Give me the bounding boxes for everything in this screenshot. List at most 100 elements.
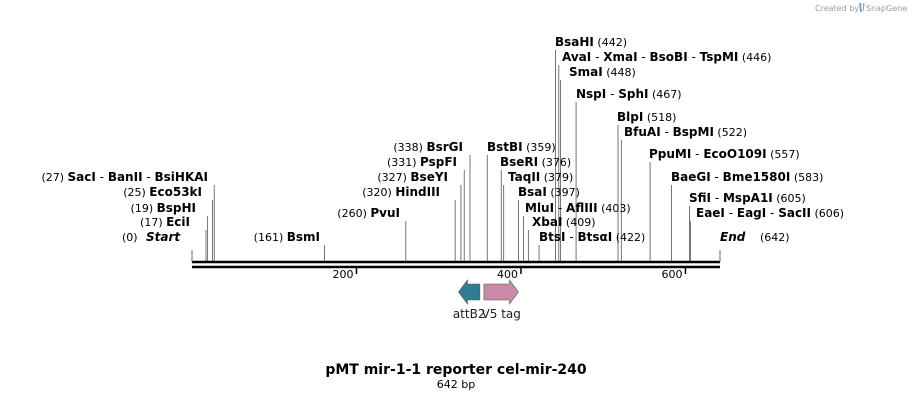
site-position: (442) [594,36,627,49]
enzyme-name-bsai: BsaI [518,185,547,199]
site-label-pspfi: (331) PspFI [387,155,457,169]
site-separator: - [143,170,155,184]
enzyme-name-hindiii: HindIII [395,185,440,199]
site-position: (379) [540,171,573,184]
credit-brand: SnapGene [866,4,907,13]
enzyme-name-bfuai: BfuAI [624,125,661,139]
enzyme-name-saci: SacI [68,170,96,184]
site-label-eco53ki: (25) Eco53kI [123,185,202,199]
site-position: (376) [538,156,571,169]
site-position: (422) [612,231,645,244]
feature-label-v5-tag: V5 tag [482,307,521,321]
site-position: (409) [562,216,595,229]
enzyme-name-smai: SmaI [569,65,603,79]
enzyme-name-nspi: NspI [576,87,606,101]
site-separator: - [638,50,650,64]
enzyme-name-sacii: SacII [778,206,811,220]
site-position: (605) [773,192,806,205]
site-position: (397) [547,186,580,199]
site-label-avai: AvaI - XmaI - BsoBI - TspMI (446) [562,50,771,64]
end-position: (642) [760,231,790,244]
site-label-eaei: EaeI - EagI - SacII (606) [696,206,844,220]
ruler-ticks: 200 400 600 [332,267,687,281]
site-label-bsphi: (19) BspHI [131,201,196,215]
site-label-sfii: SfiI - MspA1I (605) [689,191,806,205]
feature-arrow-attb2 [458,279,481,305]
site-label-hindiii: (320) HindIII [362,185,440,199]
tick-label-600: 600 [661,268,682,281]
site-position: (557) [767,148,800,161]
site-separator: - [691,147,703,161]
site-position: (260) [337,207,370,220]
tick-label-400: 400 [497,268,518,281]
site-label-ecii: (17) EciI [140,215,190,229]
site-position: (467) [648,88,681,101]
site-position: (359) [523,141,556,154]
backbone [191,250,721,269]
enzyme-name-sphi: SphI [618,87,648,101]
start-position: (0) [122,231,138,244]
site-label-baegi: BaeGI - Bme1580I (583) [671,170,823,184]
enzyme-name-pvui: PvuI [370,206,400,220]
enzyme-name-bsahi: BsaHI [555,35,594,49]
site-labels: (161) BsmI(17) EciI(19) BspHI(25) Eco53k… [41,35,844,244]
snapgene-credit: Created by SnapGene [815,2,907,13]
site-position: (327) [377,171,410,184]
enzyme-name-banii: BanII [108,170,143,184]
site-label-xbai: XbaI (409) [532,215,595,229]
site-separator: - [96,170,108,184]
site-label-bseyi: (327) BseYI [377,170,448,184]
site-label-btsi: BtsI - BtsαI (422) [539,230,645,244]
site-label-bfuai: BfuAI - BspMI (522) [624,125,747,139]
site-label-bstbi: BstBI (359) [487,140,556,154]
enzyme-name-tspmi: TspMI [700,50,739,64]
enzyme-name-bsphi: BspHI [157,201,196,215]
site-position: (522) [714,126,747,139]
map-title-block: pMT mir-1-1 reporter cel-mir-240 642 bp [325,362,587,391]
site-separator: - [554,201,566,215]
site-label-pvui: (260) PvuI [337,206,400,220]
site-position: (19) [131,202,157,215]
enzyme-name-ecoo109i: EcoO109I [703,147,766,161]
site-position: (161) [254,231,287,244]
site-separator: - [566,230,578,244]
enzyme-name-mspa1i: MspA1I [723,191,773,205]
site-label-saci: (27) SacI - BanII - BsiHKAI [41,170,208,184]
site-position: (583) [790,171,823,184]
site-separator: - [711,191,723,205]
credit-prefix: Created by [815,4,859,13]
enzyme-name-bsmi: BsmI [287,230,320,244]
site-label-blpi: BlpI (518) [617,110,676,124]
enzyme-name-eaei: EaeI [696,206,725,220]
enzyme-name-xmai: XmaI [603,50,637,64]
site-label-bseri: BseRI (376) [500,155,571,169]
site-label-smai: SmaI (448) [569,65,636,79]
site-separator: - [688,50,700,64]
enzyme-name-eco53ki: Eco53kI [149,185,202,199]
enzyme-name-bsihkai: BsiHKAI [155,170,209,184]
enzyme-name-ecii: EciI [166,215,190,229]
enzyme-name-taqii: TaqII [508,170,540,184]
enzyme-name-eagi: EagI [737,206,766,220]
site-position: (518) [643,111,676,124]
feature-arrow-v5-tag [483,279,519,305]
feature-label-attb2: attB2 [453,307,486,321]
site-label-bsrgi: (338) BsrGI [393,140,463,154]
enzyme-name-bstbi: BstBI [487,140,523,154]
enzyme-name-blpi: BlpI [617,110,643,124]
enzyme-name-bspmi: BspMI [673,125,714,139]
site-position: (25) [123,186,149,199]
site-label-mlui: MluI - AflIII (403) [525,201,631,215]
enzyme-name-bts-i: BtsαI [577,230,612,244]
site-position: (17) [140,216,166,229]
map-title: pMT mir-1-1 reporter cel-mir-240 [325,362,587,378]
site-position: (448) [603,66,636,79]
enzyme-name-btsi: BtsI [539,230,566,244]
site-position: (446) [738,51,771,64]
site-position: (338) [393,141,426,154]
snapgene-logo-icon [859,2,865,13]
enzyme-name-bseri: BseRI [500,155,538,169]
enzyme-name-ppumi: PpuMI [649,147,691,161]
